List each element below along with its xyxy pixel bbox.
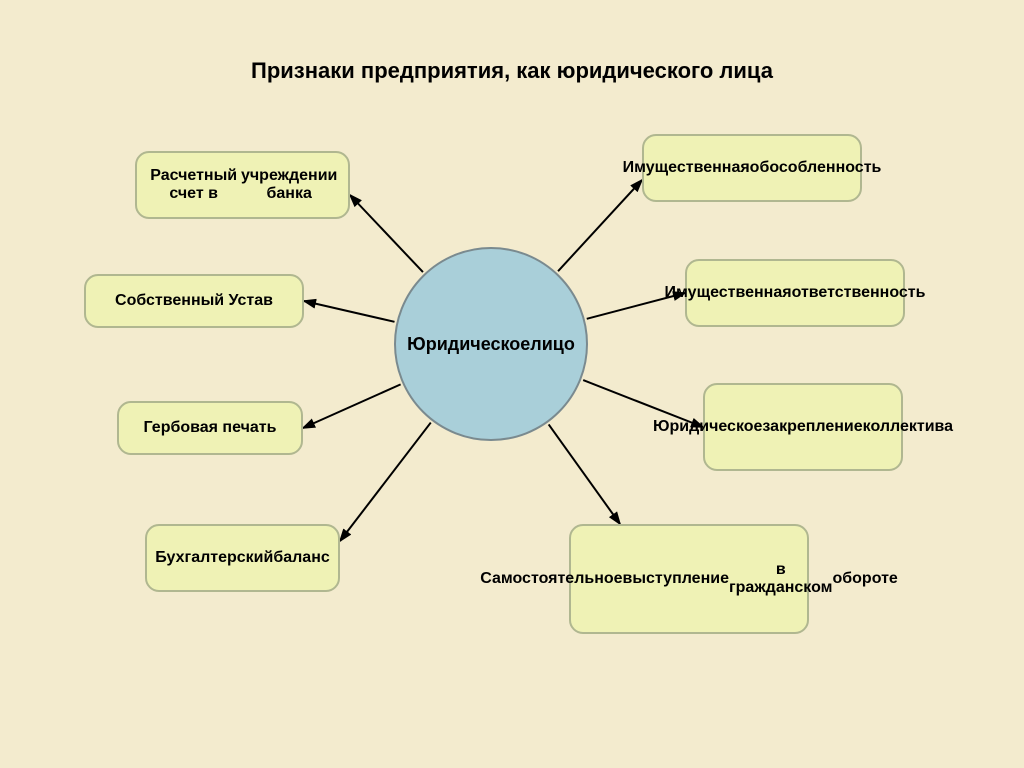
diagram-stage: Признаки предприятия, как юридического л… bbox=[0, 0, 1024, 768]
node-line: Юридическое bbox=[653, 418, 762, 436]
node-line: закрепление bbox=[762, 418, 862, 436]
node-line: Бухгалтерский bbox=[155, 549, 273, 567]
node-bank-account: Расчетный счет вучреждении банка bbox=[135, 151, 350, 219]
node-property-liab: Имущественнаяответственность bbox=[685, 259, 905, 327]
center-node-line: Юридическое bbox=[407, 334, 530, 355]
node-line: Собственный Устав bbox=[115, 292, 273, 310]
node-civil-turn: Самостоятельноевыступлениев гражданскомо… bbox=[569, 524, 809, 634]
node-line: ответственность bbox=[792, 284, 926, 302]
diagram-title: Признаки предприятия, как юридического л… bbox=[0, 58, 1024, 84]
arrow-bank-account bbox=[350, 195, 423, 272]
node-property-sep: Имущественнаяобособленность bbox=[642, 134, 862, 202]
node-line: обороте bbox=[832, 570, 897, 588]
node-balance: Бухгалтерскийбаланс bbox=[145, 524, 340, 592]
node-line: Имущественная bbox=[623, 159, 750, 177]
node-line: учреждении банка bbox=[240, 167, 338, 203]
node-line: Гербовая печать bbox=[144, 419, 277, 437]
node-charter: Собственный Устав bbox=[84, 274, 304, 328]
arrow-civil-turn bbox=[549, 424, 620, 524]
arrow-charter bbox=[304, 301, 395, 322]
node-line: коллектива bbox=[863, 418, 953, 436]
arrow-seal bbox=[303, 384, 401, 428]
node-seal: Гербовая печать bbox=[117, 401, 303, 455]
node-line: баланс bbox=[273, 549, 329, 567]
node-line: в гражданском bbox=[729, 561, 833, 597]
center-node-line: лицо bbox=[530, 334, 575, 355]
node-line: Расчетный счет в bbox=[147, 167, 240, 203]
node-collective: Юридическоезакреплениеколлектива bbox=[703, 383, 903, 471]
arrow-balance bbox=[340, 423, 431, 541]
node-line: Самостоятельное bbox=[480, 570, 622, 588]
arrow-property-sep bbox=[558, 180, 642, 271]
node-line: Имущественная bbox=[665, 284, 792, 302]
center-node: Юридическоелицо bbox=[394, 247, 588, 441]
node-line: обособленность bbox=[750, 159, 882, 177]
node-line: выступление bbox=[623, 570, 729, 588]
